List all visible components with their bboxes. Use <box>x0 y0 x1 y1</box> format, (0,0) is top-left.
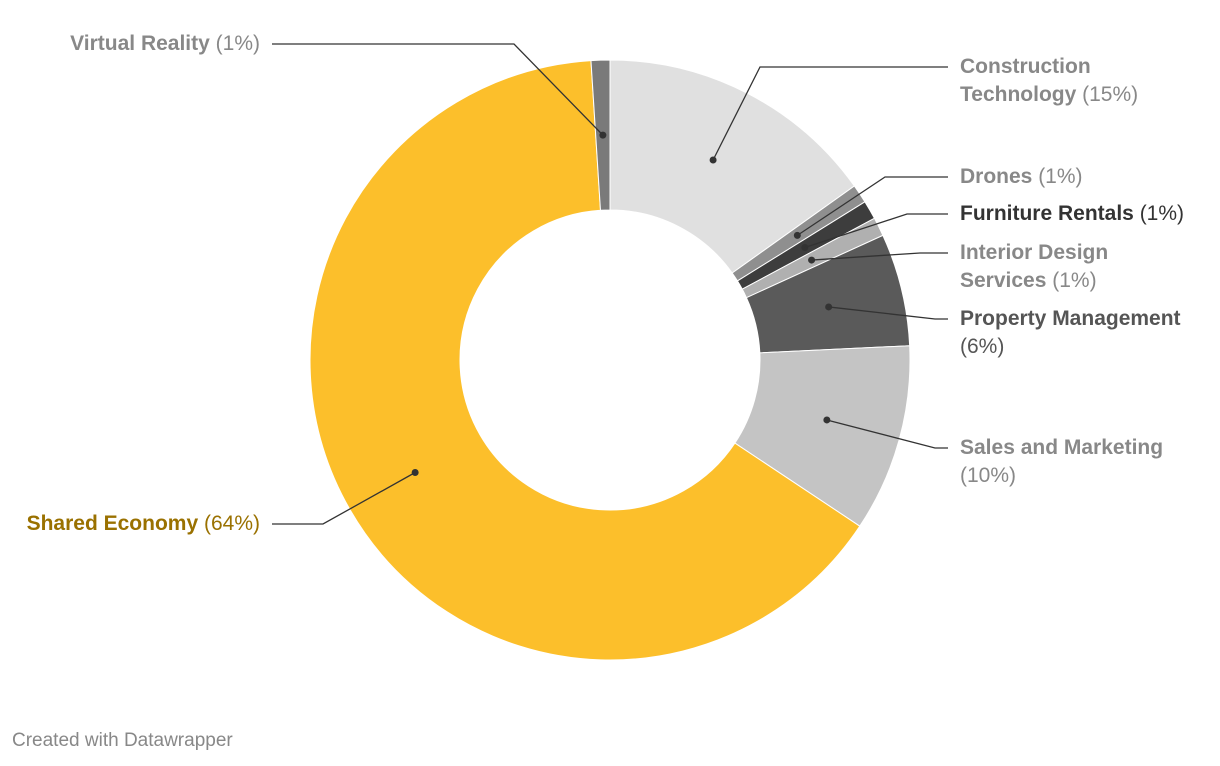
label-pct-virtual-reality: (1%) <box>210 32 260 55</box>
label-virtual-reality: Virtual Reality (1%) <box>70 32 260 55</box>
leader-line-sales-and-marketing <box>826 419 948 449</box>
label-pct-interior-design-services: (1%) <box>1046 269 1096 292</box>
label-name-sales-and-marketing-0: Sales and Marketing <box>960 436 1163 459</box>
label-sales-and-marketing: Sales and Marketing (10%) <box>960 436 1163 487</box>
slice-shared-economy[interactable] <box>309 60 861 661</box>
label-name-virtual-reality-0: Virtual Reality <box>70 32 210 55</box>
label-pct-construction-technology: (15%) <box>1076 83 1138 106</box>
leader-line-drones <box>796 176 948 236</box>
label-name-interior-design-services-0: Interior Design <box>960 241 1108 264</box>
label-pct-shared-economy: (64%) <box>198 512 260 535</box>
label-name-construction-technology-0: Construction <box>960 55 1091 78</box>
label-pct-drones: (1%) <box>1032 165 1082 188</box>
label-name-property-management-0: Property Management <box>960 307 1181 330</box>
label-shared-economy: Shared Economy (64%) <box>27 512 260 535</box>
leader-line-shared-economy <box>272 471 416 525</box>
slices-layer <box>309 59 911 661</box>
label-name-shared-economy-0: Shared Economy <box>27 512 199 535</box>
label-pct-furniture-rentals: (1%) <box>1134 202 1184 225</box>
label-property-management: Property Management (6%) <box>960 307 1181 358</box>
label-pct-sales-and-marketing: (10%) <box>960 464 1016 487</box>
label-pct-property-management: (6%) <box>960 335 1004 358</box>
leader-line-property-management <box>828 306 948 320</box>
label-name-construction-technology-1: Technology <box>960 83 1077 106</box>
leader-line-virtual-reality <box>272 43 604 136</box>
label-furniture-rentals: Furniture Rentals (1%) <box>960 202 1184 225</box>
leader-line-interior-design-services <box>811 252 948 261</box>
label-name-interior-design-services-1: Services <box>960 269 1046 292</box>
leader-line-furniture-rentals <box>804 213 948 249</box>
slice-construction-technology[interactable] <box>609 59 856 274</box>
label-interior-design-services: Interior Design Services (1%) <box>960 241 1108 292</box>
credit-text: Created with Datawrapper <box>12 730 233 751</box>
label-name-drones-0: Drones <box>960 165 1032 188</box>
leader-line-construction-technology <box>712 66 948 161</box>
label-name-furniture-rentals-0: Furniture Rentals <box>960 202 1134 225</box>
label-drones: Drones (1%) <box>960 165 1083 188</box>
leader-lines-layer <box>272 43 948 525</box>
label-construction-technology: Construction Technology (15%) <box>960 55 1138 106</box>
labels-layer: Construction Technology (15%)Drones (1%)F… <box>27 32 1184 535</box>
